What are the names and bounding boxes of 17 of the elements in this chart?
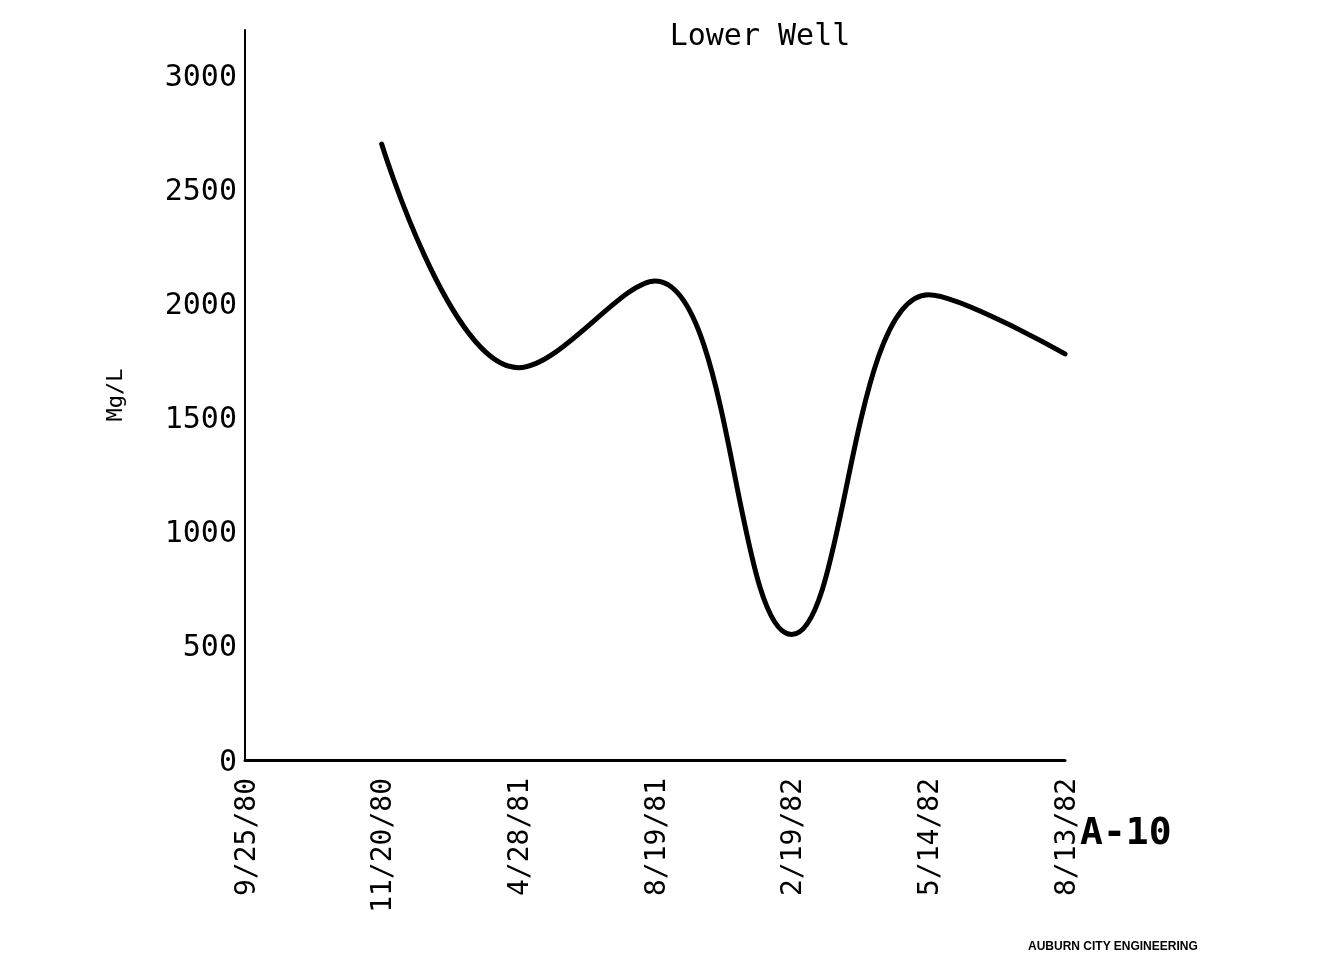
- y-tick-label: 500: [182, 628, 237, 664]
- chart-title: Lower Well: [669, 16, 851, 52]
- x-tick-label: 4/28/81: [501, 778, 535, 897]
- y-tick-label: 1000: [164, 514, 237, 550]
- y-tick-label: 2000: [164, 286, 237, 322]
- x-tick-label: 9/25/80: [228, 778, 262, 897]
- x-tick-label: 8/19/81: [638, 778, 672, 897]
- x-tick-label: 11/20/80: [365, 778, 399, 913]
- y-tick-label: 0: [218, 742, 237, 778]
- x-tick-label: 5/14/82: [911, 778, 945, 897]
- y-tick-label: 2500: [164, 172, 237, 208]
- text: AUBURN CITY ENGINEERING: [1028, 939, 1198, 953]
- y-tick-label: 1500: [164, 400, 237, 436]
- x-tick-label: 2/19/82: [775, 778, 809, 897]
- y-tick-label: 3000: [164, 58, 237, 94]
- y-axis-title: Mg/L: [101, 368, 127, 422]
- text: A-10: [1080, 809, 1172, 853]
